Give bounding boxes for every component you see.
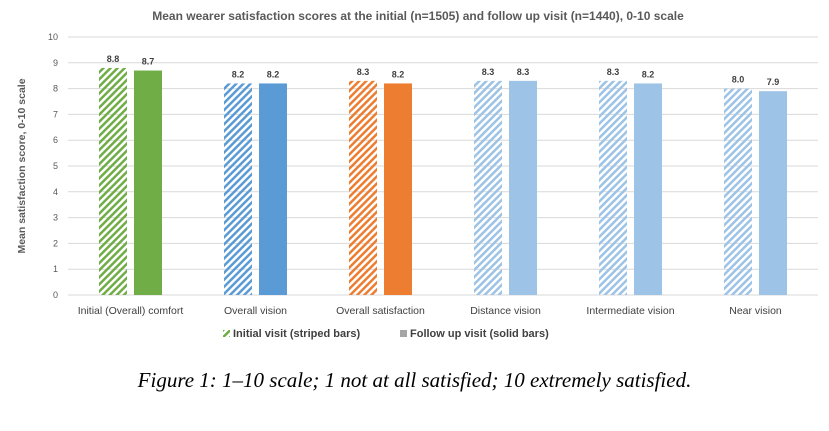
data-label: 8.0 bbox=[732, 75, 745, 85]
chart-title: Mean wearer satisfaction scores at the i… bbox=[152, 9, 684, 23]
followup-bar bbox=[259, 83, 287, 295]
bar-chart: Mean wearer satisfaction scores at the i… bbox=[16, 9, 818, 340]
y-tick-label: 10 bbox=[48, 32, 58, 42]
followup-bar bbox=[634, 83, 662, 295]
initial-bar bbox=[99, 67, 127, 296]
data-label: 8.3 bbox=[517, 67, 530, 77]
y-tick-label: 0 bbox=[53, 290, 58, 300]
x-tick-label: Near vision bbox=[729, 305, 782, 317]
y-tick-label: 4 bbox=[53, 187, 58, 197]
x-tick-label: Intermediate vision bbox=[586, 305, 674, 317]
initial-bar bbox=[474, 80, 502, 295]
y-axis-label: Mean satisfaction score, 0-10 scale bbox=[16, 78, 28, 253]
data-label: 8.3 bbox=[607, 67, 620, 77]
x-tick-label: Overall vision bbox=[224, 305, 287, 317]
initial-bar bbox=[349, 80, 377, 295]
data-label: 8.2 bbox=[232, 69, 245, 79]
legend-label: Follow up visit (solid bars) bbox=[410, 328, 549, 340]
legend-swatch bbox=[400, 330, 407, 337]
x-tick-label: Initial (Overall) comfort bbox=[78, 305, 184, 317]
legend-label: Initial visit (striped bars) bbox=[233, 328, 360, 340]
data-label: 8.2 bbox=[267, 69, 280, 79]
y-tick-label: 1 bbox=[53, 264, 58, 274]
y-tick-label: 5 bbox=[53, 161, 58, 171]
y-tick-label: 6 bbox=[53, 135, 58, 145]
initial-bar bbox=[599, 80, 627, 295]
followup-bar bbox=[759, 91, 787, 296]
y-tick-label: 8 bbox=[53, 84, 58, 94]
followup-bar bbox=[509, 80, 537, 295]
data-label: 8.3 bbox=[482, 67, 495, 77]
y-tick-label: 3 bbox=[53, 213, 58, 223]
data-label: 8.8 bbox=[107, 54, 120, 64]
x-tick-label: Distance vision bbox=[470, 305, 541, 317]
initial-bar bbox=[724, 88, 752, 295]
y-tick-label: 9 bbox=[53, 58, 58, 68]
followup-bar bbox=[384, 83, 412, 295]
data-label: 8.3 bbox=[357, 67, 370, 77]
data-label: 8.7 bbox=[142, 57, 155, 67]
y-tick-label: 2 bbox=[53, 238, 58, 248]
data-label: 7.9 bbox=[767, 77, 780, 87]
initial-bar bbox=[224, 83, 252, 295]
y-tick-label: 7 bbox=[53, 109, 58, 119]
data-label: 8.2 bbox=[642, 69, 655, 79]
x-tick-label: Overall satisfaction bbox=[336, 305, 425, 317]
legend-swatch bbox=[223, 330, 230, 337]
followup-bar bbox=[134, 70, 162, 295]
figure-caption: Figure 1: 1–10 scale; 1 not at all satis… bbox=[137, 368, 692, 392]
data-label: 8.2 bbox=[392, 69, 405, 79]
